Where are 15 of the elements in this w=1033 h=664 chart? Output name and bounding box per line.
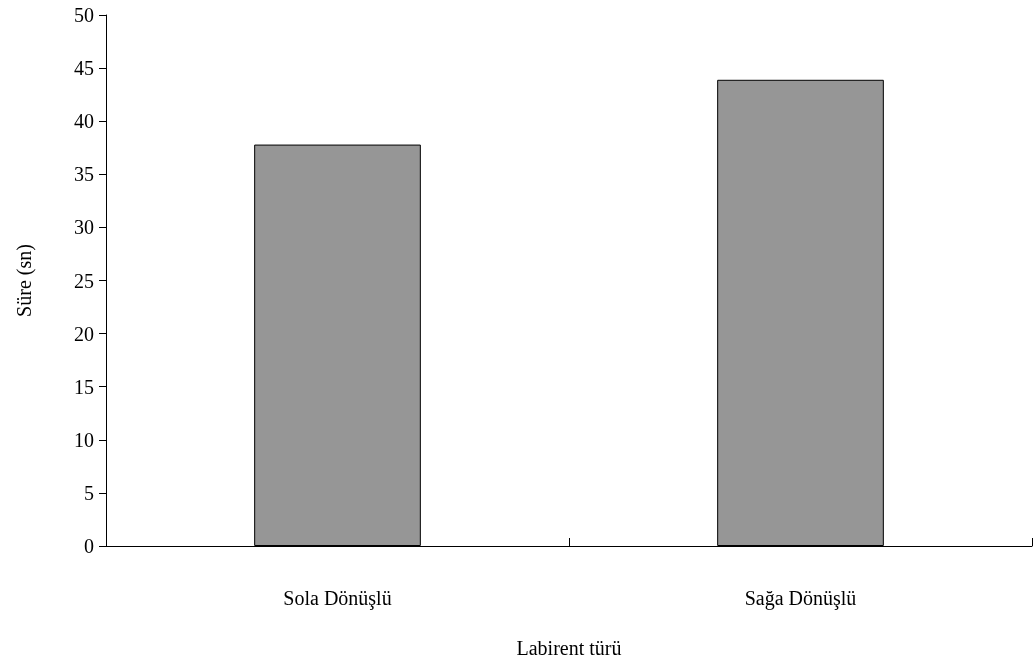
x-axis-title: Labirent türü bbox=[516, 637, 622, 659]
y-tick-label: 25 bbox=[74, 269, 94, 292]
y-tick-label: 10 bbox=[74, 428, 94, 451]
y-tick-label: 45 bbox=[74, 57, 94, 80]
y-tick-label: 20 bbox=[74, 322, 94, 345]
y-tick-label: 50 bbox=[74, 4, 94, 26]
y-tick-label: 40 bbox=[74, 110, 94, 133]
y-tick-label: 35 bbox=[74, 163, 94, 186]
x-tick-label: Sola Dönüşlü bbox=[283, 587, 392, 610]
y-tick-label: 30 bbox=[74, 216, 94, 239]
y-tick-label: 5 bbox=[84, 481, 94, 504]
x-tick-label: Sağa Dönüşlü bbox=[744, 587, 857, 610]
y-tick-label: 15 bbox=[74, 375, 94, 398]
y-tick-label: 0 bbox=[84, 535, 94, 557]
y-axis-title: Süre (sn) bbox=[13, 244, 36, 317]
